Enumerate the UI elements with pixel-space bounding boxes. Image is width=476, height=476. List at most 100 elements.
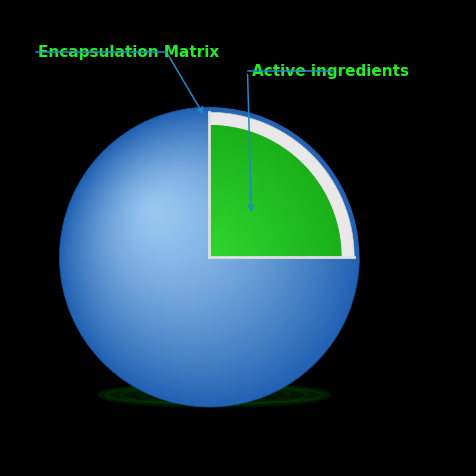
Circle shape [96, 148, 278, 328]
Circle shape [130, 185, 203, 258]
Circle shape [69, 117, 339, 388]
Circle shape [80, 130, 314, 363]
Circle shape [72, 120, 332, 381]
Circle shape [133, 188, 196, 251]
Circle shape [129, 184, 203, 258]
Circle shape [97, 148, 277, 328]
Circle shape [147, 204, 164, 221]
Circle shape [95, 146, 280, 331]
Circle shape [139, 194, 183, 239]
Circle shape [98, 150, 273, 325]
Circle shape [145, 202, 168, 224]
Circle shape [86, 137, 299, 350]
Circle shape [124, 179, 214, 268]
Polygon shape [209, 161, 305, 257]
Circle shape [106, 158, 256, 308]
Circle shape [94, 145, 283, 334]
Circle shape [133, 188, 195, 250]
Circle shape [124, 178, 216, 270]
Circle shape [85, 135, 303, 353]
Circle shape [109, 162, 248, 300]
Circle shape [120, 174, 224, 278]
Circle shape [141, 197, 178, 233]
Circle shape [64, 112, 349, 397]
Circle shape [69, 118, 338, 387]
Circle shape [95, 146, 281, 332]
Circle shape [122, 176, 219, 274]
Circle shape [74, 124, 326, 375]
Polygon shape [209, 244, 223, 257]
Circle shape [142, 198, 176, 232]
Circle shape [143, 199, 172, 228]
Circle shape [94, 146, 282, 333]
Polygon shape [209, 218, 249, 257]
Circle shape [117, 171, 231, 284]
Polygon shape [209, 158, 308, 257]
Circle shape [141, 198, 177, 233]
Circle shape [98, 149, 274, 326]
Circle shape [105, 157, 258, 310]
Circle shape [119, 173, 226, 280]
Circle shape [89, 139, 294, 345]
Circle shape [61, 109, 355, 403]
Circle shape [114, 167, 239, 292]
Circle shape [75, 124, 326, 375]
Circle shape [119, 173, 226, 279]
Polygon shape [209, 178, 288, 257]
Circle shape [138, 193, 185, 240]
Circle shape [149, 207, 158, 215]
Polygon shape [209, 221, 246, 257]
Circle shape [135, 190, 191, 247]
Circle shape [101, 153, 267, 319]
Circle shape [81, 131, 311, 361]
Circle shape [100, 152, 269, 321]
Circle shape [113, 166, 240, 293]
Circle shape [99, 151, 271, 322]
Polygon shape [209, 175, 292, 257]
Circle shape [139, 195, 181, 237]
Polygon shape [209, 224, 242, 257]
Circle shape [122, 176, 220, 274]
Circle shape [86, 136, 301, 351]
Circle shape [132, 188, 197, 252]
Circle shape [142, 198, 175, 230]
Circle shape [121, 175, 223, 277]
Circle shape [96, 147, 279, 330]
Circle shape [70, 119, 336, 385]
Circle shape [63, 111, 350, 398]
Circle shape [89, 139, 294, 344]
Circle shape [104, 156, 260, 312]
Circle shape [80, 130, 313, 363]
Circle shape [118, 171, 229, 283]
Circle shape [144, 200, 171, 227]
Circle shape [151, 208, 156, 213]
Circle shape [85, 136, 302, 352]
Circle shape [132, 187, 198, 253]
Polygon shape [209, 211, 256, 257]
Circle shape [104, 156, 261, 313]
Polygon shape [209, 135, 331, 257]
Circle shape [118, 171, 230, 284]
Polygon shape [209, 171, 295, 257]
Circle shape [129, 184, 204, 259]
Circle shape [101, 154, 266, 317]
Circle shape [124, 178, 215, 269]
Polygon shape [209, 254, 213, 257]
Circle shape [78, 127, 319, 368]
Circle shape [89, 140, 293, 344]
Circle shape [107, 159, 254, 306]
Circle shape [84, 134, 306, 356]
Circle shape [81, 131, 310, 360]
Circle shape [98, 149, 274, 325]
Circle shape [128, 182, 208, 262]
Circle shape [75, 124, 325, 374]
Circle shape [77, 126, 322, 371]
Polygon shape [209, 168, 298, 257]
Circle shape [101, 153, 266, 318]
Circle shape [139, 195, 182, 238]
Circle shape [66, 114, 346, 394]
Circle shape [67, 115, 343, 391]
Circle shape [143, 199, 174, 230]
Circle shape [61, 109, 357, 404]
Circle shape [112, 166, 241, 294]
